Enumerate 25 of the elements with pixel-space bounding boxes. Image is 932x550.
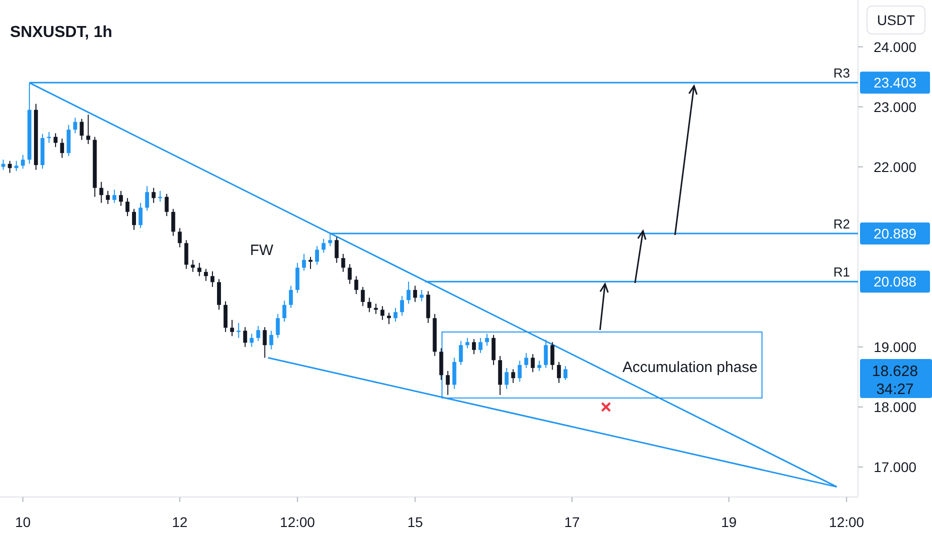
y-tick-label: 24.000 bbox=[874, 38, 917, 55]
y-tick-label: 23.000 bbox=[874, 98, 917, 115]
x-tick-label: 15 bbox=[407, 514, 424, 530]
x-tick-label: 17 bbox=[564, 514, 580, 530]
series-label: R1 bbox=[833, 264, 850, 280]
x-tick-label: 12 bbox=[172, 514, 188, 530]
y-axis-title: USDT bbox=[876, 12, 916, 28]
x-tick-label: 19 bbox=[721, 514, 737, 530]
series-label: R2 bbox=[833, 216, 850, 232]
y-tick-label: 18.000 bbox=[874, 398, 917, 415]
annotation: Accumulation phase bbox=[622, 359, 758, 376]
y-tick-label: 17.000 bbox=[874, 458, 917, 475]
x-tick-label: 12:00 bbox=[829, 514, 864, 530]
series-label: R3 bbox=[833, 66, 850, 81]
data-label: 23.403 bbox=[874, 74, 917, 91]
text: SNXUSDT, 1h bbox=[10, 24, 112, 41]
x-tick-label: 12:00 bbox=[280, 514, 316, 530]
y-tick-label: 19.000 bbox=[874, 338, 917, 355]
text: 34:27 bbox=[876, 381, 914, 398]
annotation: FW bbox=[250, 242, 274, 259]
data-label: 20.088 bbox=[874, 274, 917, 290]
y-tick-label: 22.000 bbox=[874, 158, 917, 175]
text: 18.628 bbox=[872, 363, 918, 380]
x-tick-label: 10 bbox=[15, 514, 31, 530]
data-label: 20.889 bbox=[874, 226, 917, 242]
